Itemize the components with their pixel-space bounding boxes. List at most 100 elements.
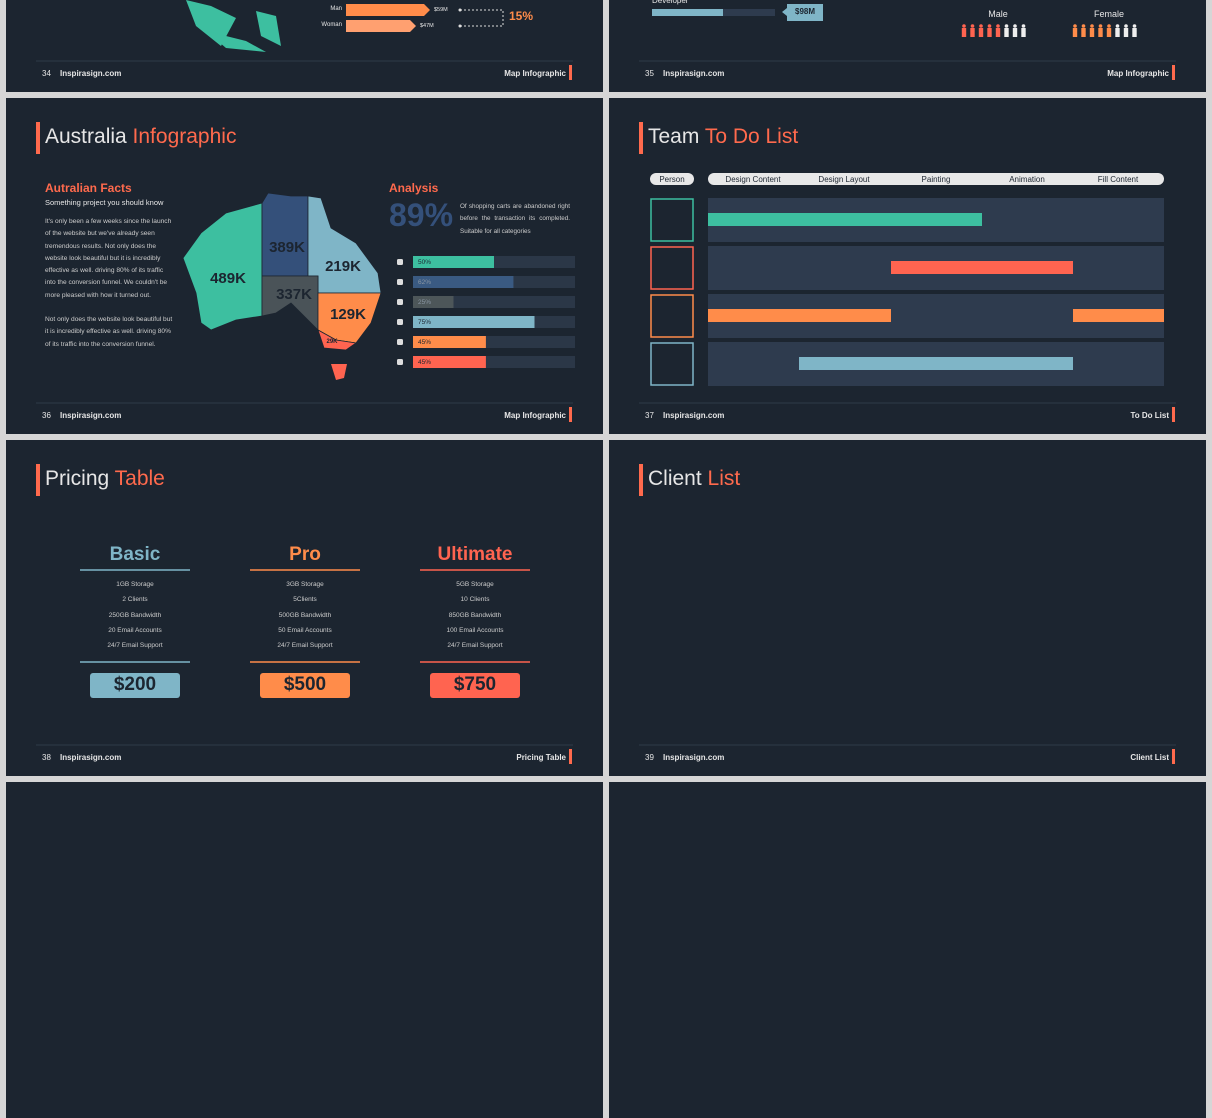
person-icon [962,24,966,28]
section: Map Infographic [504,411,566,420]
footer-accent [1172,749,1175,764]
slide: 35 Inspirasign.com Map Infographic Develope… [609,0,1206,92]
person-icon [1021,24,1026,28]
map-region [331,364,347,380]
slide: 38 Inspirasign.com Pricing Table Pricing Ta… [6,440,603,776]
person-icon [1013,24,1017,28]
person-icon [1106,28,1112,37]
bar [413,256,494,268]
site: Inspirasign.com [663,753,725,762]
region-label: 219K [325,258,361,275]
map-region [307,195,382,294]
map-island [186,0,236,46]
region-label: 129K [330,306,366,323]
bar [652,9,723,16]
person-icon [1123,28,1129,37]
stat-label: Woman [321,22,342,28]
analysis-heading: Analysis [389,181,439,195]
task-bar [799,357,1073,370]
facts-body: It's only been a few weeks since the lau… [45,216,175,363]
map-region [261,275,319,331]
person-icon [1021,28,1026,37]
title-accent [36,464,40,496]
gender: Male [988,9,1008,19]
map-region [182,202,263,331]
plan-feature: 24/7 Email Support [107,642,163,650]
site: Inspirasign.com [60,69,122,78]
plan-name: Basic [109,544,161,565]
slide-number: 35 [645,69,654,78]
icon [397,259,403,265]
map-region [317,329,358,351]
site: Inspirasign.com [663,69,725,78]
bar-label: 25% [418,299,432,306]
plan-feature: 5GB Storage [456,581,494,588]
stat-label: Man [330,6,342,12]
person-icon [996,24,1000,28]
bar [413,316,535,328]
task-header: Design Layout [818,175,870,184]
title: Pricing Table [45,467,165,491]
slide: 36 Inspirasign.com Map Infographic Australi… [6,98,603,434]
bar [413,296,454,308]
slide: 34 Inspirasign.com Map Infographic Man $59M W… [6,0,603,92]
person-icon [979,24,983,28]
task-bar [891,261,1073,274]
plan-feature: 24/7 Email Support [277,642,333,650]
slide-art [36,0,573,80]
slide: 37 Inspirasign.com To Do List Team To Do Li… [609,98,1206,434]
page: (() => { const data = JSON.parse(documen… [6,0,1206,1118]
task-header: Design Content [725,175,781,184]
section: To Do List [1130,411,1169,420]
stat-amount: $47M [420,23,434,29]
plan-feature: 100 Email Accounts [446,626,504,634]
person-icon [1098,28,1103,37]
person-icon [1098,24,1103,28]
paragraph: It's only been a few weeks since the lau… [45,218,172,299]
title-main: Australia [45,125,133,148]
plan-feature: 500GB Bandwidth [278,611,332,619]
stat-arrow [346,20,416,32]
plan-feature: 20 Email Accounts [108,626,162,634]
bar-label: 75% [418,319,432,326]
icon [397,359,403,365]
slide-art [36,464,573,764]
title: Client List [648,467,740,491]
map-island [256,11,281,46]
price-box [90,673,180,698]
slide [609,782,1206,1118]
person-box [650,198,694,242]
plan-feature: 50 Email Accounts [278,626,332,634]
title: Team To Do List [648,125,798,149]
footer-accent [569,65,572,80]
slide-number: 39 [645,753,654,762]
task-header: Fill Content [1097,175,1139,184]
person-icon [987,24,992,28]
connector [460,9,504,27]
person-icon [987,28,992,37]
task-bar [708,213,982,226]
footer-accent [569,407,572,422]
plan-feature: 5Clients [293,596,317,604]
person-icon [970,24,975,28]
map-region [261,192,309,277]
bar [413,356,486,368]
person-icon [970,28,975,37]
header-pill [708,173,1164,185]
section: Client List [1130,753,1169,762]
plan-name: Pro [289,544,321,565]
icon [397,279,403,285]
person-icon [961,28,967,37]
person-icon [1107,24,1111,28]
plan-feature: 1GB Storage [116,581,154,588]
person-icon [1004,28,1009,37]
title-accent [36,122,40,154]
map-island [206,31,266,52]
region-label: 389K [269,239,305,256]
title-main: Team [648,125,705,148]
icon [397,339,403,345]
price-box [260,673,350,698]
plan-feature: 10 Clients [460,596,490,604]
slide-art [639,464,1176,764]
callout [782,4,823,21]
